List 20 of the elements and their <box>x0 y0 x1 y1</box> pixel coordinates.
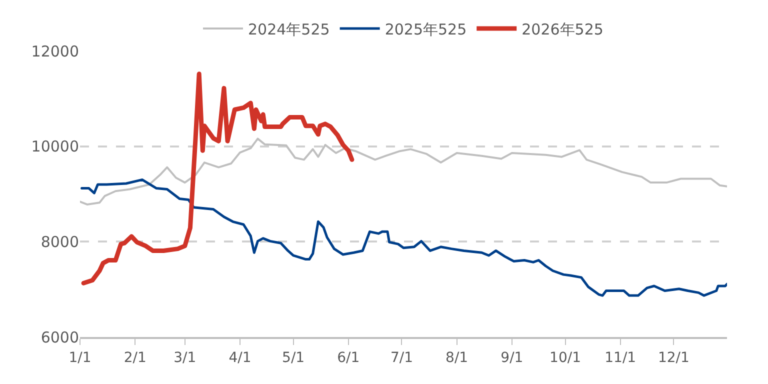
x-tick-label: 8/1 <box>446 350 468 366</box>
legend-label: 2024年525 <box>248 20 330 38</box>
x-tick-label: 9/1 <box>500 350 524 366</box>
y-tick-label: 10000 <box>31 138 79 156</box>
x-tick-label: 6/1 <box>337 350 360 366</box>
y-tick-label: 6000 <box>40 328 79 346</box>
x-tick-label: 5/1 <box>282 350 305 366</box>
x-tick-label: 11/1 <box>604 350 636 366</box>
x-tick-label: 2/1 <box>124 350 146 366</box>
line-series <box>81 72 354 286</box>
x-tick-label: 4/1 <box>228 350 252 366</box>
y-tick-label: 12000 <box>31 42 79 60</box>
x-tick-label: 7/1 <box>390 350 413 366</box>
legend-label: 2026年525 <box>522 20 604 38</box>
x-tick-label: 10/1 <box>550 350 581 366</box>
x-tick-label: 1/1 <box>68 350 92 366</box>
y-tick-label: 8000 <box>40 232 79 251</box>
legend-label: 2025年525 <box>384 20 467 38</box>
x-tick-label: 12/1 <box>658 350 690 366</box>
x-tick-label: 3/1 <box>174 350 196 366</box>
